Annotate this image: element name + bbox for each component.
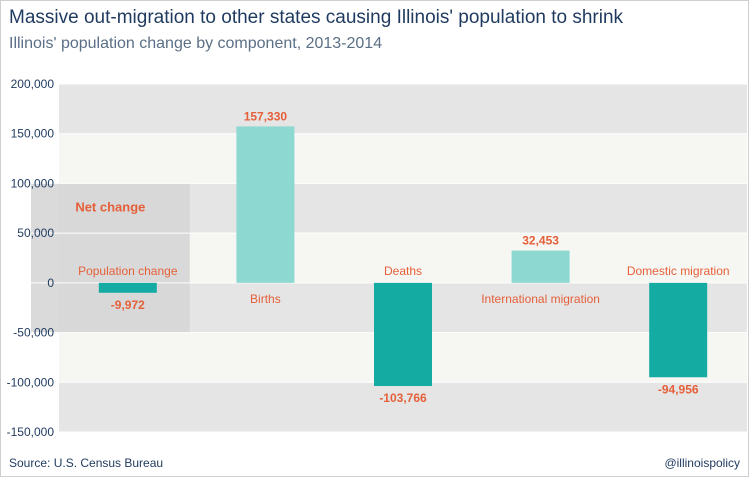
- bar: [98, 282, 157, 293]
- chart-title: Massive out-migration to other states ca…: [9, 7, 624, 28]
- data-label: 32,453: [522, 234, 559, 248]
- y-tick-label: -50,000: [13, 326, 54, 340]
- y-tick-label: 50,000: [17, 226, 54, 240]
- bar: [511, 250, 570, 283]
- y-tick-label: 0: [47, 276, 54, 290]
- data-label: -103,766: [379, 391, 427, 405]
- y-tick-label: -150,000: [7, 425, 55, 439]
- source-note: Source: U.S. Census Bureau: [9, 456, 164, 470]
- category-label: Deaths: [384, 264, 422, 278]
- net-change-box: [31, 183, 190, 333]
- bar: [649, 282, 708, 378]
- data-label: -9,972: [111, 298, 145, 312]
- y-tick-label: 100,000: [11, 176, 55, 190]
- category-label: International migration: [481, 292, 600, 306]
- grid-band: [59, 133, 747, 184]
- chart-subtitle: Illinois' population change by component…: [9, 35, 383, 52]
- credit-handle: @illinoispolicy: [664, 456, 740, 470]
- category-label: Births: [250, 292, 281, 306]
- grid-band: [59, 382, 747, 432]
- y-tick-label: 150,000: [11, 127, 55, 141]
- data-label: 157,330: [244, 109, 288, 123]
- bar: [374, 282, 432, 387]
- bar: [236, 126, 295, 283]
- category-label: Domestic migration: [627, 264, 730, 278]
- net-change-label: Net change: [75, 199, 145, 214]
- category-label: Population change: [78, 264, 178, 278]
- data-label: -94,956: [658, 382, 699, 396]
- y-tick-label: -100,000: [7, 375, 55, 389]
- grid-band: [59, 84, 747, 134]
- y-tick-label: 200,000: [11, 77, 55, 91]
